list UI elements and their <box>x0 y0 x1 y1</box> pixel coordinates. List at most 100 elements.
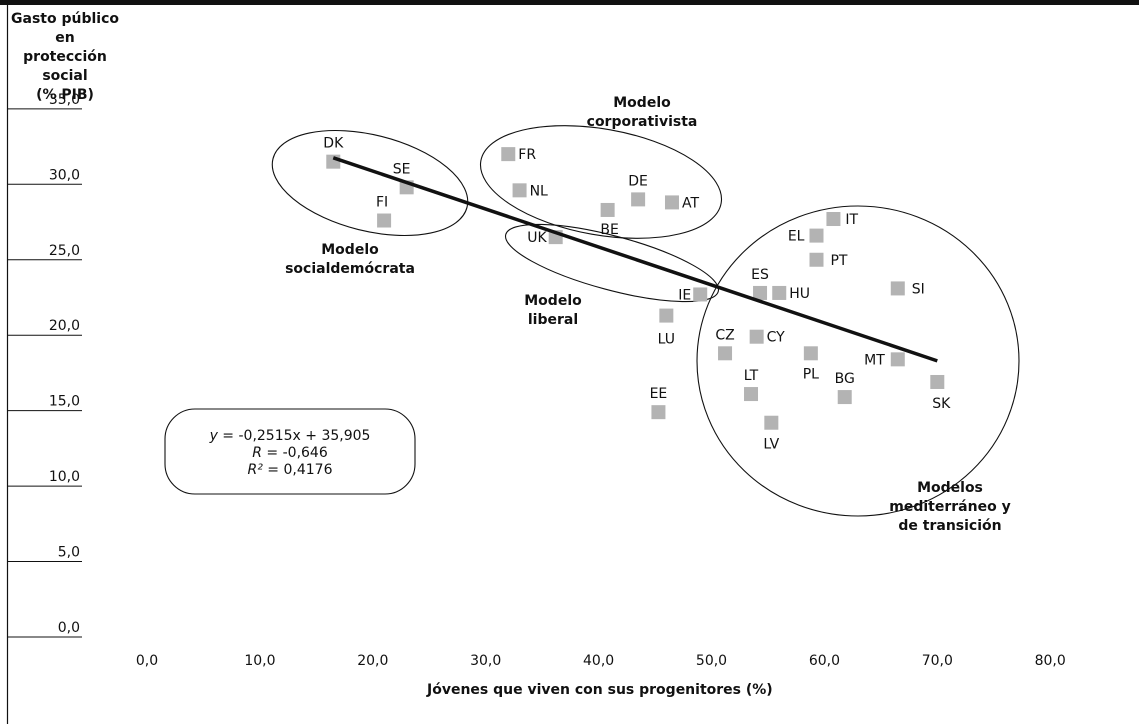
point-marker-it <box>826 212 841 227</box>
point-label-es: ES <box>751 267 769 283</box>
x-tick-label: 20,0 <box>357 653 388 669</box>
point-label-lu: LU <box>658 332 675 348</box>
point-label-ie: IE <box>678 287 691 303</box>
point-marker-bg <box>837 390 852 405</box>
group-label-liberal-line-1: Modelo <box>524 293 582 309</box>
x-tick-label: 0,0 <box>136 653 158 669</box>
trend-line <box>332 156 938 363</box>
point-label-se: SE <box>393 161 411 177</box>
point-marker-lu <box>659 308 674 323</box>
point-label-ee: EE <box>650 386 668 402</box>
x-tick-label: 10,0 <box>244 653 275 669</box>
equation-box <box>164 408 416 495</box>
x-tick-label: 30,0 <box>470 653 501 669</box>
point-label-cz: CZ <box>715 327 734 343</box>
point-label-fi: FI <box>376 195 388 211</box>
point-marker-pl <box>803 346 818 361</box>
point-marker-fi <box>377 213 392 228</box>
ellipse-corporativista <box>479 125 723 239</box>
equation-line-1: y = -0,2515x + 35,905 <box>209 428 371 444</box>
point-label-it: IT <box>845 212 858 228</box>
point-label-de: DE <box>628 173 648 189</box>
equation-line-3: R² = 0,4176 <box>248 462 333 478</box>
group-label-liberal-line-2: liberal <box>528 312 578 328</box>
point-label-pl: PL <box>803 366 819 382</box>
point-marker-si <box>890 281 905 296</box>
point-marker-pt <box>809 252 824 267</box>
x-tick-label: 50,0 <box>696 653 727 669</box>
group-label-corporativista-line-1: Modelo <box>613 95 671 111</box>
point-marker-hu <box>772 285 787 300</box>
x-tick-label: 70,0 <box>922 653 953 669</box>
ellipse-mediterraneo <box>696 205 1020 517</box>
y-tick-label: 5,0 <box>58 545 80 561</box>
y-tick-label: 15,0 <box>49 394 80 410</box>
y-tick-label: 0,0 <box>58 620 80 636</box>
point-marker-de <box>631 192 646 207</box>
equation-line-2: R = -0,646 <box>252 445 328 461</box>
ellipse-socialdemocrata <box>271 129 469 237</box>
point-label-dk: DK <box>323 136 344 152</box>
top-border <box>0 0 1139 5</box>
point-marker-ie <box>693 287 708 302</box>
point-label-si: SI <box>912 281 925 297</box>
equation-value: = -0,2515x + 35,905 <box>218 428 371 444</box>
point-marker-lt <box>744 387 759 402</box>
x-tick-label: 80,0 <box>1035 653 1066 669</box>
y-axis-label: Gasto público en protección social (% PI… <box>0 10 130 105</box>
point-marker-at <box>664 195 679 210</box>
group-label-corporativista-line-2: corporativista <box>587 114 698 130</box>
equation-value: = -0,646 <box>262 445 328 461</box>
group-label-socialdemocrata-line-1: Modelo <box>321 242 379 258</box>
point-label-at: AT <box>682 195 699 211</box>
group-label-mediterraneo-line-2: mediterráneo y <box>889 499 1010 515</box>
equation-variable: y <box>209 428 219 444</box>
group-label-mediterraneo-line-1: Modelos <box>917 480 983 496</box>
x-tick-label: 40,0 <box>583 653 614 669</box>
x-axis-label: Jóvenes que viven con sus progenitores (… <box>427 682 773 698</box>
equation-variable: R² <box>248 462 264 478</box>
point-marker-sk <box>930 374 945 389</box>
point-marker-nl <box>512 183 527 198</box>
y-tick-label: 35,0 <box>49 92 80 108</box>
point-marker-cz <box>718 346 733 361</box>
point-label-mt: MT <box>864 352 885 368</box>
point-marker-fr <box>501 147 516 162</box>
point-label-bg: BG <box>835 371 855 387</box>
markers-group <box>326 147 945 430</box>
point-label-lt: LT <box>744 368 759 384</box>
point-label-fr: FR <box>518 147 536 163</box>
y-axis-label-line-3: (% PIB) <box>36 87 94 103</box>
y-axis-label-line-1: Gasto público en <box>11 11 119 46</box>
y-axis-label-line-2: protección social <box>23 49 107 84</box>
point-label-el: EL <box>788 229 805 245</box>
point-label-uk: UK <box>527 230 547 246</box>
point-marker-el <box>809 228 824 243</box>
equation-variable: R <box>252 445 262 461</box>
point-label-hu: HU <box>789 286 810 302</box>
point-marker-mt <box>890 352 905 367</box>
point-label-cy: CY <box>767 330 786 346</box>
ellipse-liberal <box>504 223 720 303</box>
y-tick-label: 25,0 <box>49 243 80 259</box>
point-marker-lv <box>764 415 779 430</box>
point-label-lv: LV <box>763 437 779 453</box>
point-label-sk: SK <box>932 396 951 412</box>
point-label-nl: NL <box>530 183 548 199</box>
point-marker-ee <box>651 405 666 420</box>
group-label-mediterraneo-line-3: de transición <box>898 518 1001 534</box>
point-marker-be <box>600 202 615 217</box>
point-marker-dk <box>326 154 341 169</box>
y-tick-label: 10,0 <box>49 469 80 485</box>
point-label-be: BE <box>600 222 618 238</box>
equation-value: = 0,4176 <box>263 462 333 478</box>
y-tick-label: 20,0 <box>49 318 80 334</box>
point-marker-es <box>753 285 768 300</box>
y-tick-label: 30,0 <box>49 167 80 183</box>
group-label-socialdemocrata-line-2: socialdemócrata <box>285 261 415 277</box>
point-label-pt: PT <box>830 253 847 269</box>
point-marker-cy <box>749 329 764 344</box>
x-tick-label: 60,0 <box>809 653 840 669</box>
